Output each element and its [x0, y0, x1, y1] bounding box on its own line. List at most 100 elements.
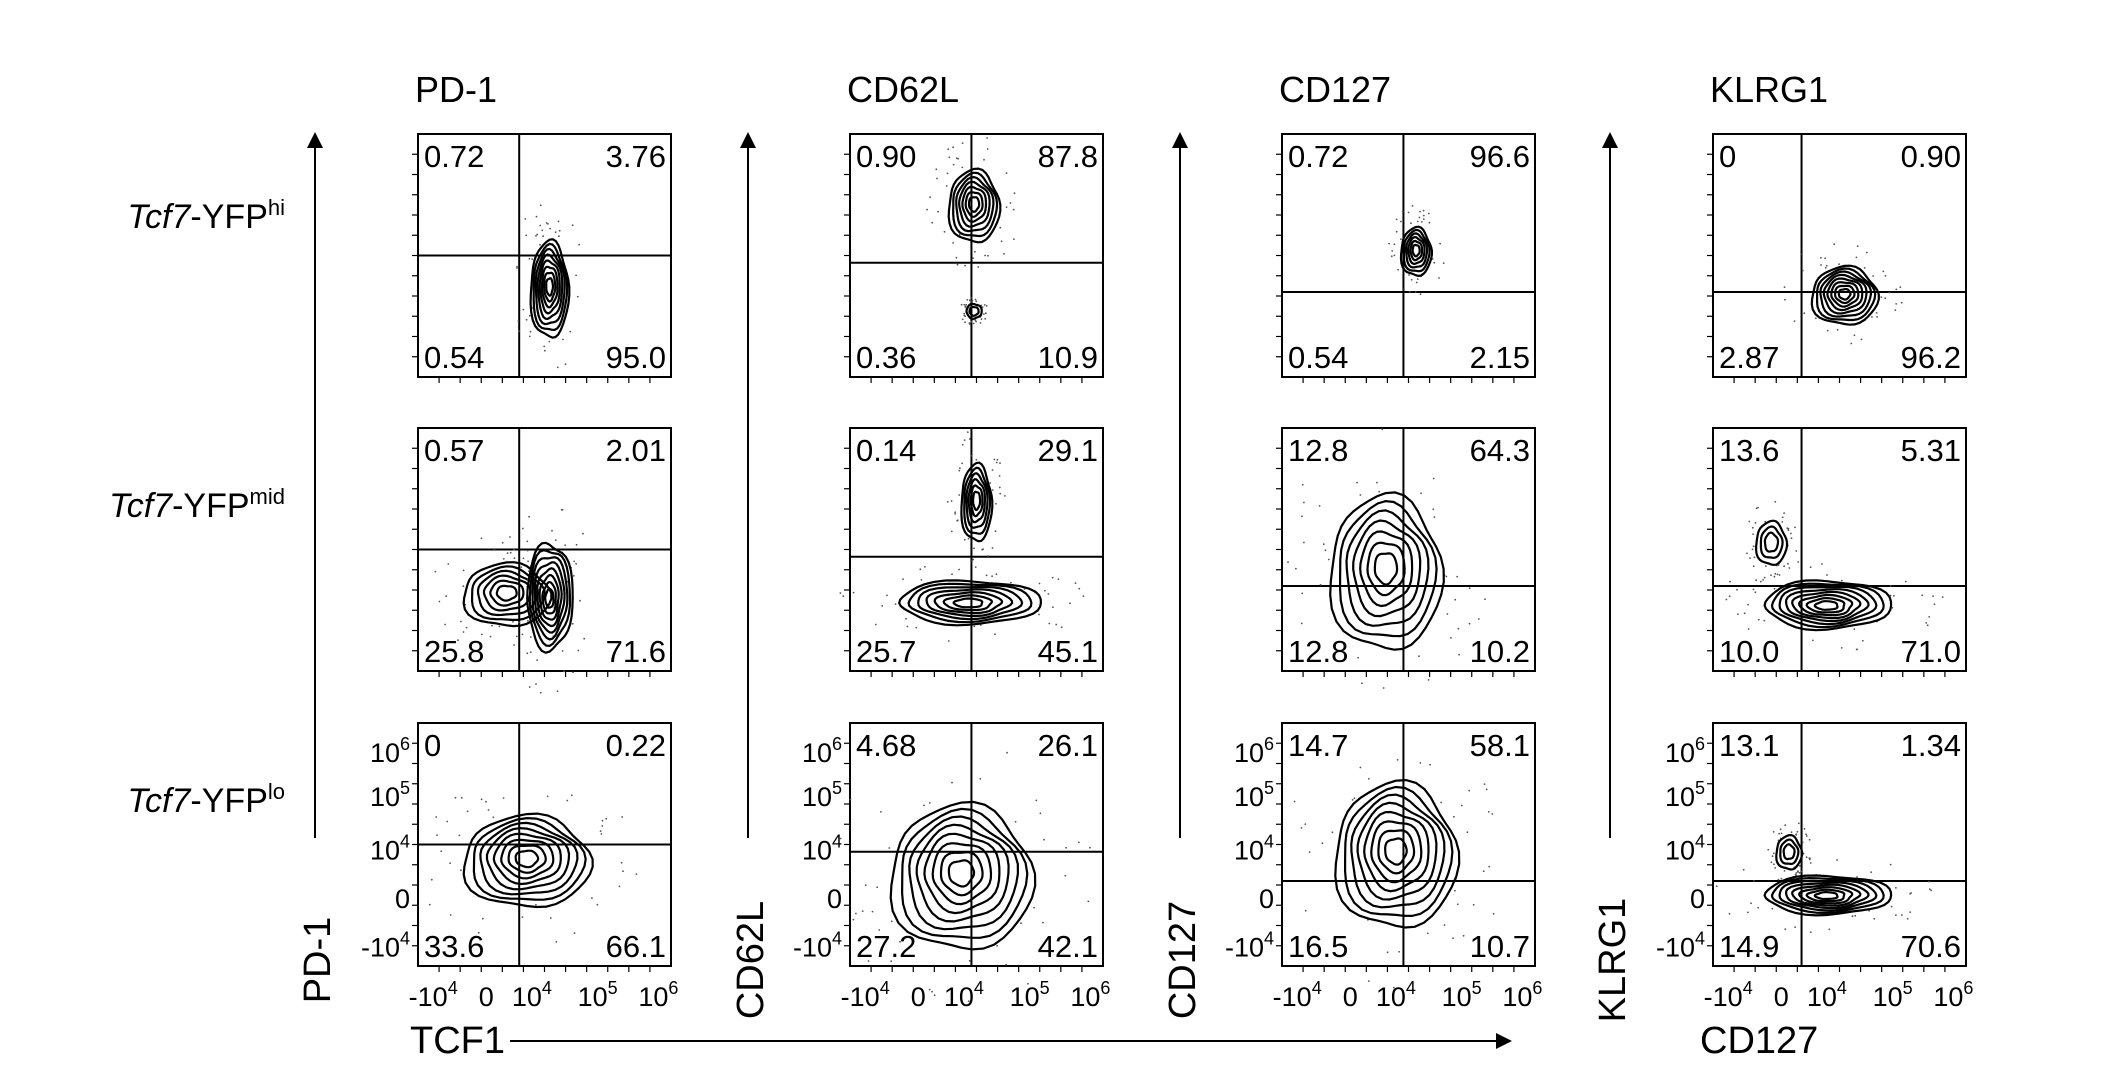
event-dot	[1790, 532, 1792, 535]
event-dot	[1784, 298, 1786, 301]
quadrant-upper-right: 0.22	[606, 728, 666, 763]
event-dot	[1747, 603, 1749, 606]
event-dot	[1453, 815, 1455, 818]
event-dot	[521, 527, 524, 530]
event-dot	[516, 267, 518, 269]
event-dot	[1928, 888, 1931, 890]
x-tick-label: -104	[1704, 978, 1753, 1012]
contour-line	[1373, 552, 1399, 586]
quadrant-lower-left: 0.54	[424, 340, 484, 375]
event-dot	[956, 263, 959, 266]
event-dot	[517, 320, 520, 322]
event-dot	[546, 795, 549, 798]
event-dot	[1795, 833, 1798, 835]
event-dot	[1033, 906, 1035, 909]
event-dot	[926, 208, 928, 211]
event-dot	[1443, 924, 1446, 926]
y-tick-label: 104	[1234, 831, 1274, 865]
event-dot	[973, 625, 976, 628]
event-dot	[1797, 870, 1799, 872]
event-dot	[956, 519, 959, 522]
event-dot	[890, 960, 893, 963]
event-dot	[991, 489, 994, 491]
event-dot	[1772, 831, 1775, 833]
event-dot	[959, 467, 961, 470]
event-dot	[1005, 206, 1008, 209]
panel-r1-c1: 0.14 29.1 25.7 45.1	[839, 427, 1104, 677]
x-axis-title-shared: TCF1	[410, 1020, 505, 1062]
event-dot	[1427, 212, 1430, 215]
event-dot	[1790, 537, 1793, 539]
event-dot	[1403, 288, 1405, 291]
event-dot	[525, 234, 528, 237]
event-dot	[987, 254, 989, 257]
event-dot	[575, 274, 577, 277]
contour-plot	[1388, 205, 1445, 296]
event-dot	[436, 834, 438, 836]
event-dot	[543, 345, 546, 348]
contour-line	[1770, 876, 1885, 915]
event-dot	[462, 585, 465, 587]
event-dot	[1351, 799, 1354, 801]
row-label-2: Tcf7-YFPlo	[127, 779, 285, 820]
event-dot	[906, 625, 909, 628]
contour-line	[1759, 525, 1784, 559]
event-dot	[1783, 870, 1786, 872]
event-dot	[1460, 804, 1463, 807]
panel-r0-c2: 0.72 96.6 0.54 2.15	[1276, 133, 1536, 383]
quadrant-upper-left: 0	[424, 728, 441, 763]
event-dot	[1728, 912, 1731, 915]
event-dot	[924, 566, 926, 568]
event-dot	[1882, 270, 1885, 273]
contour-line	[1344, 785, 1454, 918]
panel-r2-c1: 4.68 26.1 27.2 42.1	[839, 722, 1104, 1002]
event-dot	[1826, 574, 1828, 576]
event-dot	[995, 502, 997, 505]
panel-frame	[1281, 722, 1536, 967]
event-dot	[1748, 520, 1751, 523]
event-dot	[491, 624, 493, 627]
event-dot	[1840, 647, 1843, 649]
contour-line	[1754, 519, 1789, 567]
event-dot	[861, 910, 864, 912]
contour-plot	[1715, 822, 1933, 933]
event-dot	[999, 462, 1001, 464]
event-dot	[573, 932, 576, 934]
event-dot	[520, 566, 523, 568]
event-dot	[1742, 868, 1745, 871]
contour-plot	[1287, 428, 1486, 689]
row-label-level: lo	[268, 779, 285, 804]
event-dot	[1048, 622, 1051, 625]
event-dot	[573, 560, 576, 563]
event-dot	[1932, 595, 1934, 597]
event-dot	[1051, 576, 1054, 579]
event-dot	[1899, 286, 1902, 288]
column-title-1: CD62L	[847, 69, 959, 110]
quadrant-lower-left: 33.6	[424, 929, 484, 964]
event-dot	[1420, 492, 1422, 495]
event-dot	[528, 515, 530, 518]
event-dot	[950, 500, 953, 502]
panel-r0-c1: 0.90 87.8 0.36 10.9	[844, 133, 1104, 383]
contour-line	[1784, 881, 1870, 910]
panel-frame	[849, 133, 1104, 378]
event-dot	[1356, 481, 1358, 484]
event-dot	[1779, 828, 1782, 831]
event-dot	[890, 920, 893, 923]
event-dot	[506, 552, 509, 555]
event-dot	[1725, 598, 1728, 601]
event-dot	[947, 640, 950, 642]
event-dot	[1395, 218, 1398, 221]
event-dot	[1794, 526, 1796, 529]
event-dot	[558, 229, 561, 232]
event-dot	[1429, 763, 1431, 766]
event-dot	[984, 254, 986, 257]
event-dot	[994, 633, 996, 636]
event-dot	[928, 802, 931, 804]
event-dot	[539, 243, 541, 246]
contour-line	[1779, 838, 1800, 865]
event-dot	[1005, 963, 1007, 966]
event-dot	[1419, 293, 1422, 296]
event-dot	[986, 137, 988, 139]
event-dot	[1414, 291, 1417, 293]
